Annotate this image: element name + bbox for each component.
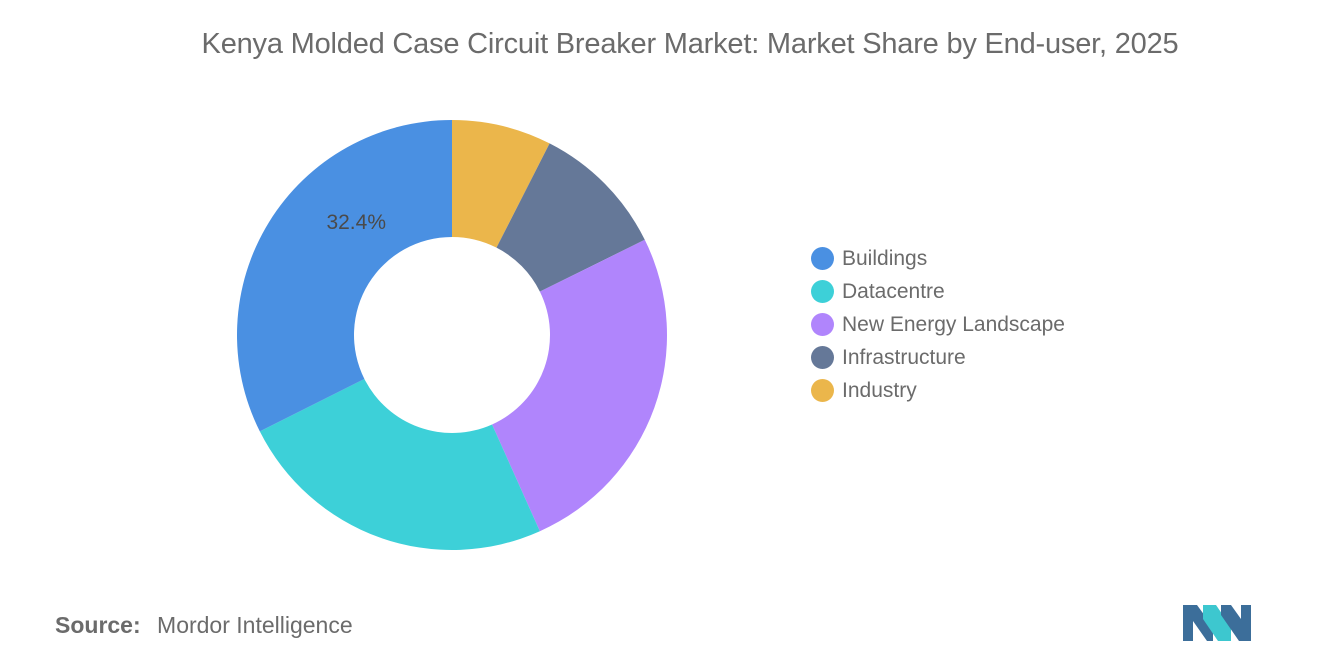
donut-slice-infrastructure: [496, 143, 645, 292]
logo-shape-right: [1221, 605, 1251, 641]
donut-chart: 32.4%: [230, 113, 674, 557]
logo-shape-left: [1183, 605, 1213, 641]
legend-swatch-buildings: [811, 247, 834, 270]
chart-legend: Buildings Datacentre New Energy Landscap…: [811, 242, 1211, 407]
legend-swatch-infrastructure: [811, 346, 834, 369]
legend-label-datacentre: Datacentre: [842, 279, 945, 303]
data-label-buildings: 32.4%: [326, 211, 386, 234]
donut-slice-new-energy-landscape: [492, 239, 667, 532]
legend-item-industry: Industry: [811, 374, 1211, 407]
legend-label-industry: Industry: [842, 378, 917, 402]
mordor-intelligence-logo-icon: [1183, 605, 1251, 641]
logo-shape-middle: [1203, 605, 1231, 641]
legend-label-new-energy-landscape: New Energy Landscape: [842, 312, 1065, 336]
legend-swatch-new-energy-landscape: [811, 313, 834, 336]
donut-svg: 32.4%: [236, 120, 667, 550]
legend-swatch-datacentre: [811, 280, 834, 303]
legend-swatch-industry: [811, 379, 834, 402]
legend-item-infrastructure: Infrastructure: [811, 341, 1211, 374]
legend-item-buildings: Buildings: [811, 242, 1211, 275]
donut-slice-buildings: [236, 120, 452, 432]
legend-label-infrastructure: Infrastructure: [842, 345, 966, 369]
legend-item-new-energy-landscape: New Energy Landscape: [811, 308, 1211, 341]
source-value: Mordor Intelligence: [157, 612, 353, 638]
source-key: Source:: [55, 612, 141, 638]
donut-slice-datacentre: [259, 378, 540, 550]
chart-title: Kenya Molded Case Circuit Breaker Market…: [201, 28, 1179, 60]
donut-slice-industry: [452, 120, 550, 248]
source-note: Source: Mordor Intelligence: [55, 612, 353, 639]
legend-item-datacentre: Datacentre: [811, 275, 1211, 308]
legend-label-buildings: Buildings: [842, 246, 928, 270]
